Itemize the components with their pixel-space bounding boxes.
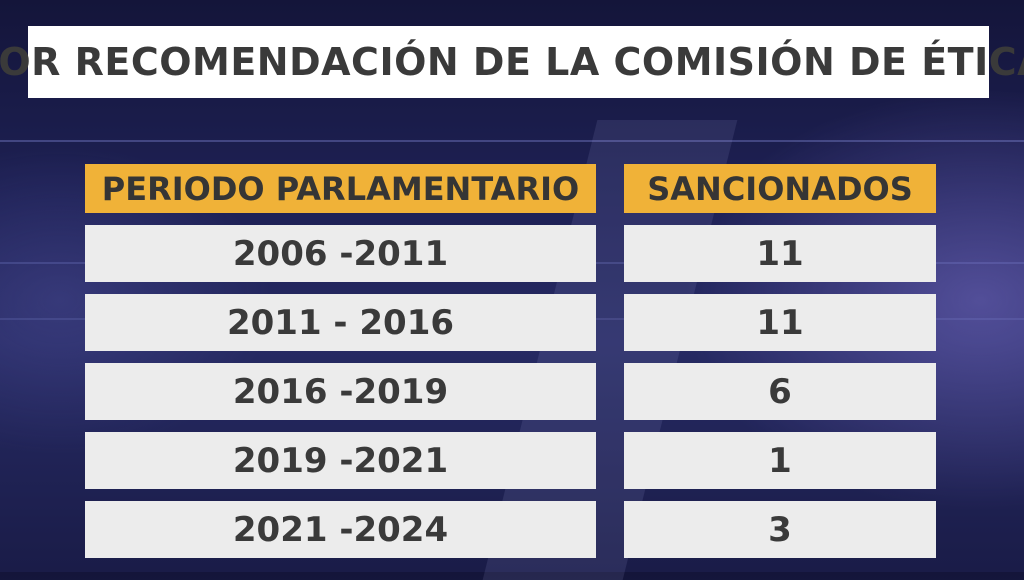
table-cell-count: 11 xyxy=(624,225,936,282)
table-cell-period: 2019 -2021 xyxy=(85,432,596,489)
table-cell-period: 2016 -2019 xyxy=(85,363,596,420)
table-cell-count: 6 xyxy=(624,363,936,420)
background-line xyxy=(0,140,1024,142)
header-sanctioned: SANCIONADOS xyxy=(624,164,936,213)
header-period: PERIODO PARLAMENTARIO xyxy=(85,164,596,213)
table-cell-period: 2006 -2011 xyxy=(85,225,596,282)
page-title: POR RECOMENDACIÓN DE LA COMISIÓN DE ÉTIC… xyxy=(0,40,1024,84)
title-banner: POR RECOMENDACIÓN DE LA COMISIÓN DE ÉTIC… xyxy=(0,26,1024,98)
table-cell-period: 2011 - 2016 xyxy=(85,294,596,351)
table-cell-count: 3 xyxy=(624,501,936,558)
table-cell-count: 1 xyxy=(624,432,936,489)
table-cell-period: 2021 -2024 xyxy=(85,501,596,558)
table-cell-count: 11 xyxy=(624,294,936,351)
